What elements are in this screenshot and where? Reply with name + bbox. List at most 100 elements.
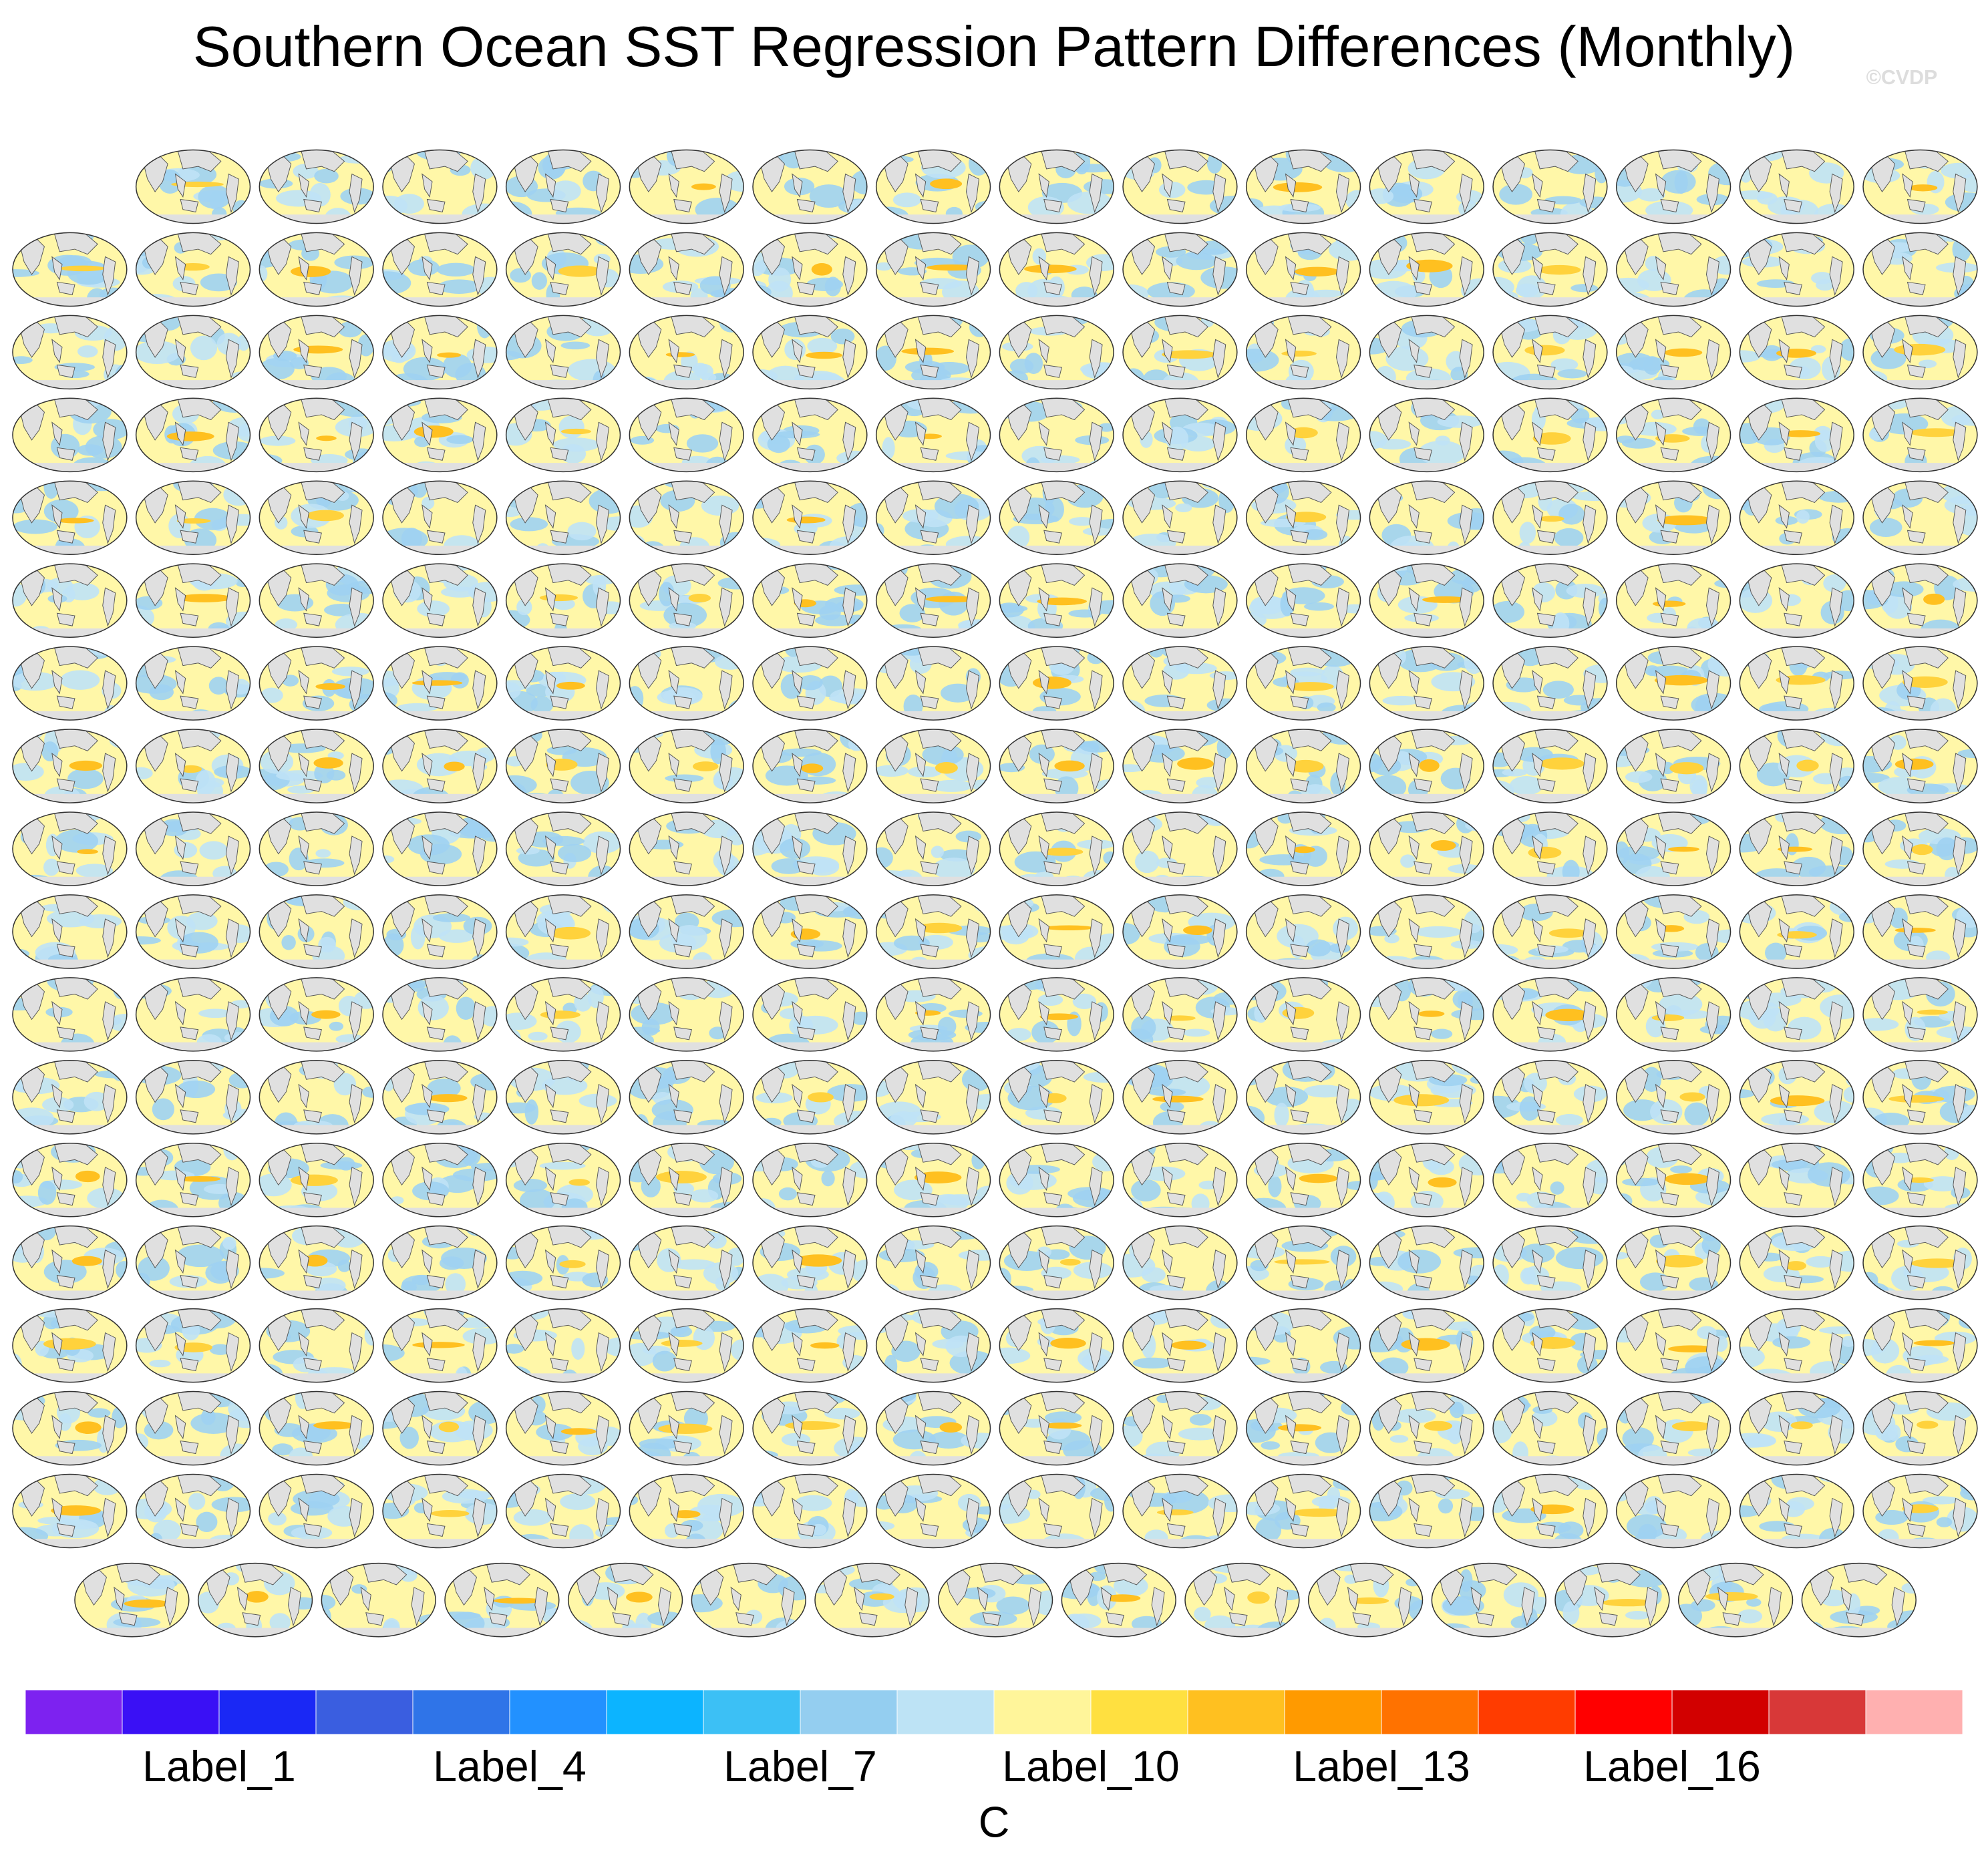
map-panel (999, 977, 1114, 1052)
map-panel (1801, 1562, 1917, 1638)
map-panel (1492, 315, 1608, 390)
map-panel (259, 894, 374, 969)
map-panel (1492, 1308, 1608, 1383)
map-panel (1122, 1225, 1238, 1300)
map-panel (382, 315, 498, 390)
map-panel (1245, 894, 1361, 969)
map-panel (1615, 977, 1731, 1052)
map-panel (382, 563, 498, 638)
map-panel (382, 977, 498, 1052)
map-panel (259, 1390, 374, 1466)
map-panel (752, 397, 868, 473)
map-panel (629, 1225, 744, 1300)
map-panel (12, 1308, 128, 1383)
map-panel (1369, 1225, 1484, 1300)
map-panel (1245, 729, 1361, 803)
map-panel (1739, 149, 1854, 224)
map-panel (1492, 1060, 1608, 1135)
map-panel (1739, 563, 1854, 638)
map-panel (875, 1308, 991, 1383)
map-panel (259, 315, 374, 390)
map-panel (1122, 315, 1238, 390)
map-panel (1492, 563, 1608, 638)
map-panel (135, 315, 251, 390)
map-panel (999, 811, 1114, 886)
map-panel (875, 1390, 991, 1466)
map-panel (505, 811, 621, 886)
map-panel (1862, 811, 1978, 886)
map-panel (752, 977, 868, 1052)
map-panel (1245, 480, 1361, 556)
map-panel (1122, 811, 1238, 886)
colorbar-box (1478, 1690, 1576, 1735)
map-panel (259, 563, 374, 638)
map-panel (1862, 1142, 1978, 1218)
map-panel (629, 563, 744, 638)
map-panel (1245, 1473, 1361, 1549)
map-panel (691, 1562, 806, 1638)
map-panel (875, 563, 991, 638)
map-panel (629, 1473, 744, 1549)
map-panel (1369, 149, 1484, 224)
map-panel (382, 1142, 498, 1218)
map-panel (752, 315, 868, 390)
map-panel (999, 646, 1114, 721)
map-panel (12, 1142, 128, 1218)
map-panel (1492, 1473, 1608, 1549)
colorbar-box (703, 1690, 801, 1735)
map-panel (505, 480, 621, 556)
map-panel (629, 1390, 744, 1466)
map-panel (1061, 1562, 1176, 1638)
map-panel (629, 646, 744, 721)
map-panel (135, 232, 251, 307)
map-panel (321, 1562, 436, 1638)
map-panel (1862, 1060, 1978, 1135)
map-panel (1492, 397, 1608, 473)
map-panel (382, 397, 498, 473)
map-panel (197, 1562, 313, 1638)
map-panel (1245, 811, 1361, 886)
map-panel (1862, 315, 1978, 390)
map-panel (1431, 1562, 1546, 1638)
map-panel (1862, 149, 1978, 224)
map-panel (382, 1060, 498, 1135)
map-panel (1369, 811, 1484, 886)
map-panel (1369, 977, 1484, 1052)
map-panel (1122, 1390, 1238, 1466)
map-panel (875, 811, 991, 886)
map-panel (752, 1060, 868, 1135)
colorbar-box (1768, 1690, 1866, 1735)
map-panel (999, 1473, 1114, 1549)
map-panel (382, 232, 498, 307)
map-panel (1615, 232, 1731, 307)
map-panel (752, 646, 868, 721)
map-panel (259, 1225, 374, 1300)
map-panel (999, 1225, 1114, 1300)
map-panel (135, 397, 251, 473)
map-panel (752, 149, 868, 224)
map-panel (752, 729, 868, 803)
colorbar-units: C (979, 1799, 1010, 1847)
colorbar-box (1671, 1690, 1770, 1735)
map-panel (259, 977, 374, 1052)
map-panel (505, 894, 621, 969)
map-panel (259, 232, 374, 307)
map-panel (1245, 1142, 1361, 1218)
map-panel (1245, 977, 1361, 1052)
map-panel (1122, 1308, 1238, 1383)
map-panel (1615, 563, 1731, 638)
map-panel (382, 811, 498, 886)
map-panel (1492, 480, 1608, 556)
map-panel (1739, 315, 1854, 390)
map-panel (629, 894, 744, 969)
map-panel (567, 1562, 683, 1638)
map-panel (999, 149, 1114, 224)
map-panel (259, 1473, 374, 1549)
map-panel (1122, 1060, 1238, 1135)
map-panel (259, 811, 374, 886)
map-panel (1122, 729, 1238, 803)
map-panel (444, 1562, 560, 1638)
map-panel (259, 1142, 374, 1218)
map-panel (1739, 811, 1854, 886)
map-panel (999, 232, 1114, 307)
